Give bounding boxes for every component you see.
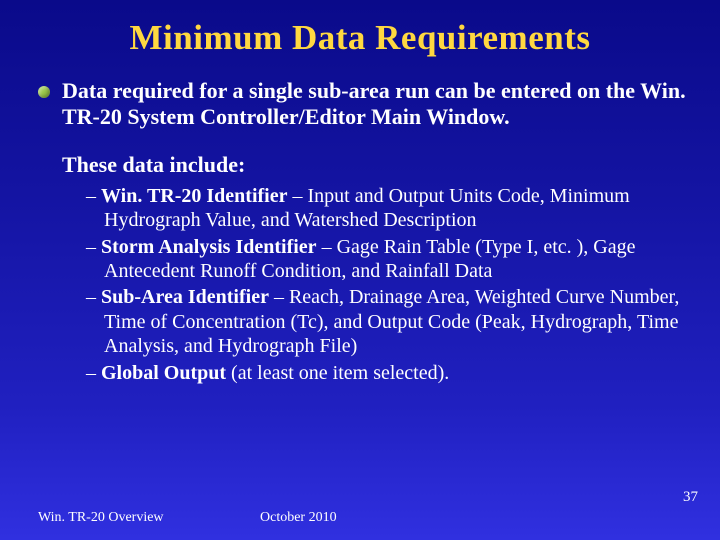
page-number: 37	[683, 489, 698, 506]
bullet-dot-icon	[38, 86, 50, 98]
slide-title: Minimum Data Requirements	[30, 18, 690, 58]
dash-icon: –	[86, 185, 101, 207]
dash-icon: –	[86, 286, 101, 308]
footer-center: October 2010	[260, 510, 337, 526]
main-bullet-text: Data required for a single sub-area run …	[62, 78, 690, 130]
sub-item: – Win. TR-20 Identifier – Input and Outp…	[86, 184, 680, 233]
sub-item-label: Win. TR-20 Identifier	[101, 185, 288, 207]
sub-item-desc: (at least one item selected).	[226, 362, 449, 384]
slide-container: Minimum Data Requirements Data required …	[0, 0, 720, 540]
sub-item: – Sub-Area Identifier – Reach, Drainage …	[86, 285, 680, 358]
main-bullet-row: Data required for a single sub-area run …	[38, 78, 690, 130]
sub-list: – Win. TR-20 Identifier – Input and Outp…	[86, 184, 680, 385]
sub-item: – Storm Analysis Identifier – Gage Rain …	[86, 235, 680, 284]
sub-item-label: Storm Analysis Identifier	[101, 236, 317, 258]
dash-icon: –	[86, 362, 101, 384]
sub-item-label: Global Output	[101, 362, 226, 384]
sub-item: – Global Output (at least one item selec…	[86, 361, 680, 385]
sub-item-label: Sub-Area Identifier	[101, 286, 269, 308]
footer-left: Win. TR-20 Overview	[38, 510, 164, 526]
include-line: These data include:	[62, 152, 690, 178]
dash-icon: –	[86, 236, 101, 258]
